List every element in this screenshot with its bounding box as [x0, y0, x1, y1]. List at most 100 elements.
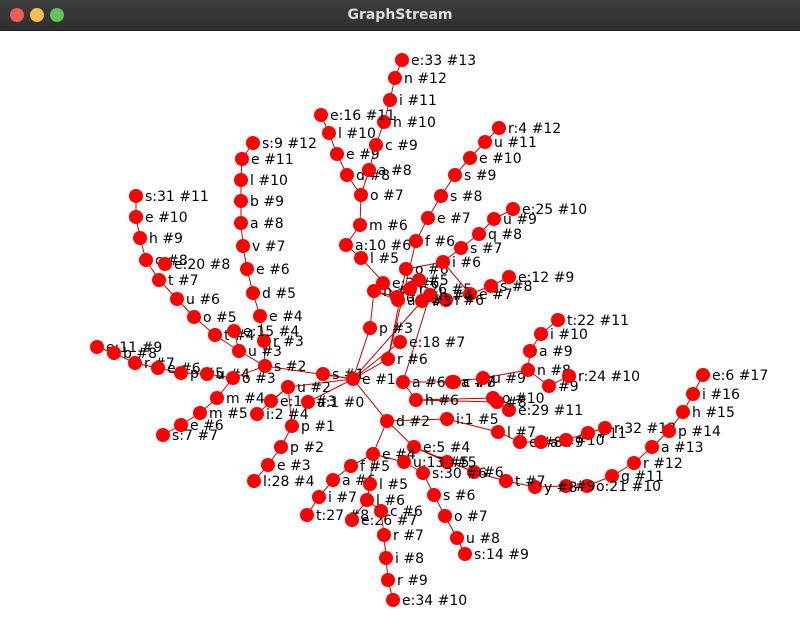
graph-node[interactable]: f #6 [409, 234, 455, 250]
graph-node-dot[interactable] [234, 194, 248, 208]
graph-node-dot[interactable] [534, 327, 548, 341]
graph-node-dot[interactable] [170, 292, 184, 306]
graph-node[interactable]: p #14 [662, 424, 721, 440]
graph-node[interactable]: e:29 #11 [502, 403, 583, 419]
graph-node-dot[interactable] [128, 356, 142, 370]
graph-node-dot[interactable] [696, 368, 710, 382]
graph-node-dot[interactable] [521, 363, 535, 377]
graph-node-dot[interactable] [598, 421, 612, 435]
graph-node[interactable]: e #10 [129, 210, 188, 226]
graph-node-dot[interactable] [158, 257, 172, 271]
title-bar[interactable]: GraphStream [0, 0, 800, 31]
graph-node-dot[interactable] [523, 344, 537, 358]
graph-node-dot[interactable] [381, 573, 395, 587]
graph-node-dot[interactable] [409, 393, 423, 407]
graph-node-dot[interactable] [314, 108, 328, 122]
graph-node[interactable]: a #13 [645, 440, 704, 456]
graph-node-dot[interactable] [156, 428, 170, 442]
graph-node[interactable]: u #11 [478, 135, 537, 151]
graph-node-dot[interactable] [129, 210, 143, 224]
graph-node-dot[interactable] [376, 276, 390, 290]
graph-node-dot[interactable] [139, 253, 153, 267]
graph-node-dot[interactable] [559, 433, 573, 447]
graph-node-dot[interactable] [380, 414, 394, 428]
graph-node[interactable]: u #3 [232, 344, 282, 360]
graph-node[interactable]: i:2 #4 [250, 407, 309, 423]
graph-node-dot[interactable] [463, 287, 477, 301]
graph-node-dot[interactable] [281, 380, 295, 394]
graph-node[interactable]: e:26 #7 [345, 513, 417, 529]
graph-node-dot[interactable] [345, 513, 359, 527]
graph-node[interactable]: e:25 #10 [506, 202, 587, 218]
graph-node-dot[interactable] [676, 405, 690, 419]
graph-node[interactable]: #9 [542, 379, 579, 395]
graph-node[interactable]: u #6 [170, 292, 220, 308]
graph-node-dot[interactable] [439, 293, 453, 307]
graph-node-dot[interactable] [210, 391, 224, 405]
graph-node[interactable]: s #6 [427, 488, 475, 504]
graph-node-dot[interactable] [90, 340, 104, 354]
graph-node[interactable]: s:14 #9 [458, 547, 529, 563]
graph-node[interactable]: e #1 [346, 372, 396, 388]
graph-node[interactable]: e #7 [463, 287, 513, 303]
graph-node-dot[interactable] [436, 255, 450, 269]
graph-node-dot[interactable] [412, 273, 426, 287]
graph-node[interactable]: #9 [559, 479, 596, 495]
graph-node[interactable]: r #6 [381, 352, 428, 368]
graph-node[interactable]: r:32 #13 [598, 421, 676, 437]
graph-node-dot[interactable] [427, 488, 441, 502]
graph-node[interactable]: m #5 [193, 406, 248, 422]
graph-node-dot[interactable] [490, 395, 504, 409]
graph-node-dot[interactable] [445, 375, 459, 389]
graph-node-dot[interactable] [686, 387, 700, 401]
graph-node[interactable]: e:6 #17 [696, 368, 768, 384]
graph-node-dot[interactable] [250, 407, 264, 421]
graph-node-dot[interactable] [226, 371, 240, 385]
graph-node-dot[interactable] [580, 479, 594, 493]
graph-node-dot[interactable] [409, 234, 423, 248]
graph-node[interactable]: r #7 [377, 528, 424, 544]
graph-node-dot[interactable] [129, 189, 143, 203]
graph-node-dot[interactable] [174, 366, 188, 380]
graph-node[interactable]: q #8 [472, 227, 522, 243]
graph-node[interactable]: s #8 [434, 189, 482, 205]
graph-node-dot[interactable] [312, 490, 326, 504]
graph-node-dot[interactable] [499, 474, 513, 488]
graph-node[interactable]: y #8 [528, 480, 577, 496]
graph-node[interactable]: s #9 [448, 168, 496, 184]
graph-node[interactable]: i #10 [534, 327, 588, 343]
graph-node-dot[interactable] [502, 403, 516, 417]
graph-node[interactable]: a #9 [523, 344, 573, 360]
graph-node-dot[interactable] [487, 212, 501, 226]
graph-node[interactable]: u #9 [476, 371, 526, 387]
graph-node-dot[interactable] [257, 334, 271, 348]
graph-node-dot[interactable] [438, 509, 452, 523]
graph-node-dot[interactable] [340, 168, 354, 182]
graph-node[interactable]: e #10 [463, 151, 522, 167]
graph-node-dot[interactable] [264, 394, 278, 408]
graph-node-dot[interactable] [478, 135, 492, 149]
graph-node-dot[interactable] [247, 474, 261, 488]
graph-node[interactable]: h #15 [676, 405, 735, 421]
graph-node[interactable]: p #1 [285, 419, 335, 435]
graph-node-dot[interactable] [454, 241, 468, 255]
graph-node-dot[interactable] [506, 202, 520, 216]
graph-node[interactable]: c #9 [369, 138, 418, 154]
graph-node-dot[interactable] [200, 367, 214, 381]
graph-node-dot[interactable] [458, 547, 472, 561]
graph-node-dot[interactable] [339, 238, 353, 252]
graph-node-dot[interactable] [605, 469, 619, 483]
graph-node-dot[interactable] [416, 466, 430, 480]
graph-node[interactable]: e #3 [261, 458, 311, 474]
graph-node-dot[interactable] [363, 321, 377, 335]
graph-node[interactable]: e #11 [235, 152, 294, 168]
graph-node-dot[interactable] [421, 211, 435, 225]
graph-node-dot[interactable] [363, 477, 377, 491]
graph-node-dot[interactable] [246, 136, 260, 150]
graph-node-dot[interactable] [476, 371, 490, 385]
graph-node-dot[interactable] [362, 163, 376, 177]
graph-node-dot[interactable] [440, 412, 454, 426]
graph-canvas[interactable]: e:33 #13 n #12 i #11 h #10 e:16 #11 l #10 e #9… [0, 30, 800, 630]
graph-node[interactable]: c #6 [374, 504, 423, 520]
graph-node[interactable]: i #11 [383, 93, 437, 109]
